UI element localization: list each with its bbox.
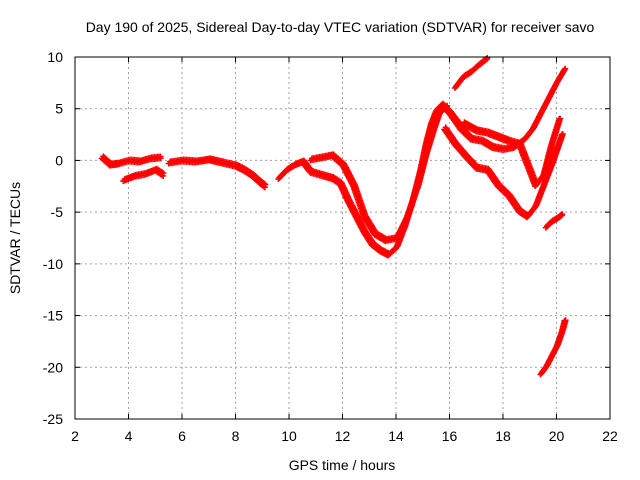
y-tick-label: 0 xyxy=(55,152,63,168)
y-tick-label: 5 xyxy=(55,101,63,117)
series-track-a xyxy=(98,153,164,169)
series-track-i xyxy=(451,54,491,92)
x-tick-label: 22 xyxy=(602,428,618,444)
x-tick-label: 14 xyxy=(388,428,404,444)
y-axis-label: SDTVAR / TECUs xyxy=(7,182,23,294)
series-track-b xyxy=(120,165,167,185)
series-track-h xyxy=(459,115,564,190)
x-axis-label: GPS time / hours xyxy=(289,457,396,473)
x-tick-label: 18 xyxy=(495,428,511,444)
x-tick-label: 8 xyxy=(232,428,240,444)
x-tick-label: 6 xyxy=(178,428,186,444)
x-tick-label: 20 xyxy=(549,428,565,444)
data-point-marker xyxy=(261,184,268,191)
data-point-marker xyxy=(558,212,565,219)
y-tick-label: 10 xyxy=(47,49,63,65)
series-track-e xyxy=(307,102,451,245)
series-track-f xyxy=(441,124,566,221)
data-point-marker xyxy=(558,131,565,138)
x-tick-label: 2 xyxy=(71,428,79,444)
chart-title: Day 190 of 2025, Sidereal Day-to-day VTE… xyxy=(86,19,595,35)
data-series xyxy=(98,54,569,378)
data-point-marker xyxy=(443,103,450,110)
x-tick-label: 16 xyxy=(442,428,458,444)
series-track-g xyxy=(446,65,569,154)
data-point-marker xyxy=(561,317,568,324)
x-tick-labels: 2 4 6 8 10 12 14 16 18 20 22 xyxy=(71,428,618,444)
y-tick-label: -5 xyxy=(51,204,64,220)
y-tick-label: -10 xyxy=(43,256,63,272)
axis-ticks xyxy=(74,56,611,420)
grid-lines xyxy=(75,57,610,419)
y-tick-label: -20 xyxy=(43,359,63,375)
y-tick-label: -15 xyxy=(43,308,63,324)
x-tick-label: 10 xyxy=(281,428,297,444)
x-tick-label: 4 xyxy=(125,428,133,444)
series-track-k xyxy=(537,317,569,378)
series-track-c xyxy=(165,155,269,191)
y-tick-label: -25 xyxy=(43,411,63,427)
data-point-marker xyxy=(556,116,563,123)
data-point-marker xyxy=(157,155,164,162)
series-track-j xyxy=(542,211,566,231)
y-tick-labels: -25 -20 -15 -10 -5 0 5 10 xyxy=(43,49,63,427)
data-point-marker xyxy=(160,172,167,179)
x-tick-label: 12 xyxy=(335,428,351,444)
data-point-marker xyxy=(561,66,568,73)
